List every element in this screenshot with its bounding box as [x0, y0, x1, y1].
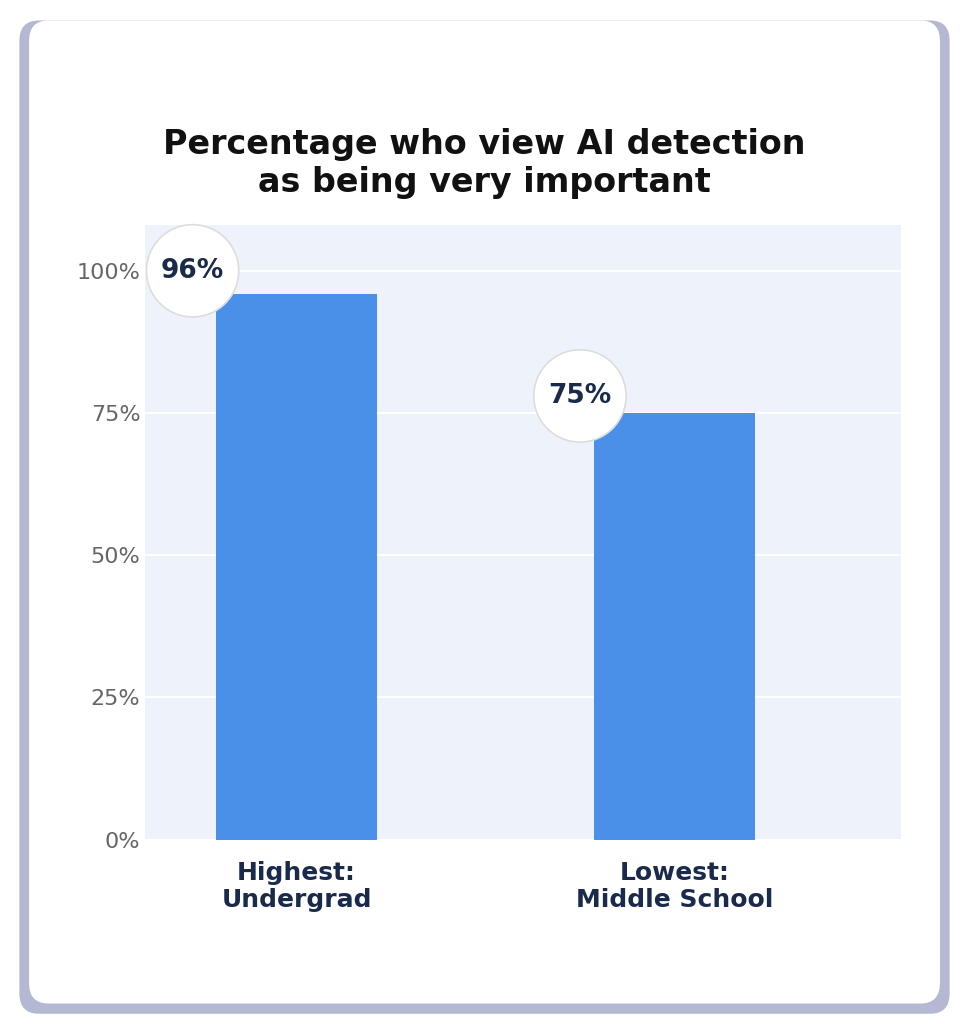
Bar [216, 294, 377, 840]
Text: 96%: 96% [161, 258, 224, 284]
FancyBboxPatch shape [29, 20, 940, 1004]
FancyBboxPatch shape [19, 20, 950, 1014]
Text: Percentage who view AI detection
as being very important: Percentage who view AI detection as bein… [163, 128, 806, 200]
Text: 75%: 75% [548, 383, 611, 409]
Bar [594, 413, 755, 840]
